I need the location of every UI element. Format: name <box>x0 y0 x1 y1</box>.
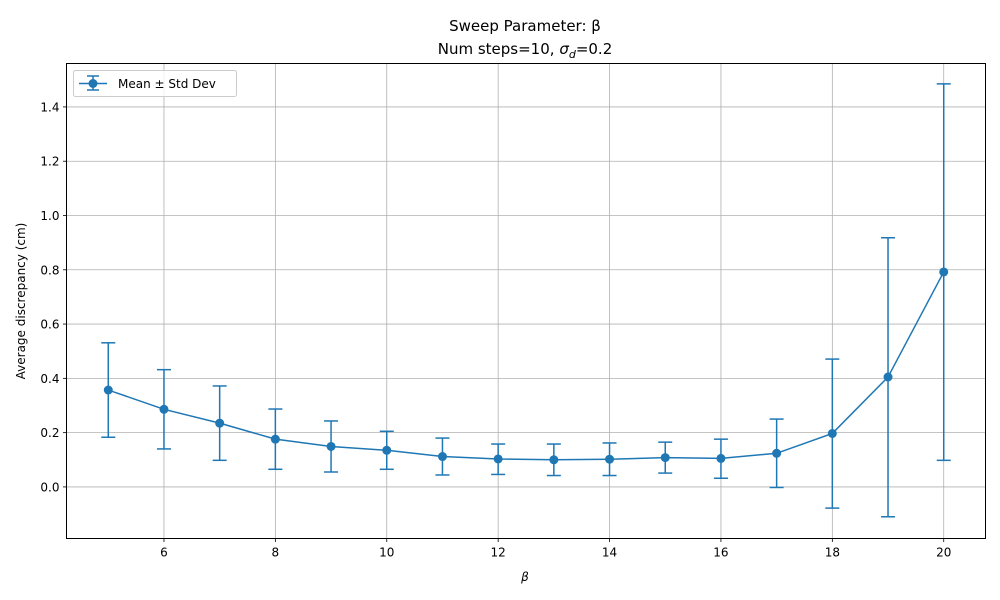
chart-title: Sweep Parameter: β <box>449 17 601 35</box>
data-point-marker <box>270 434 280 444</box>
data-point-marker <box>493 454 503 464</box>
x-tick-label: 8 <box>272 546 280 560</box>
x-axis-label: β <box>520 570 529 584</box>
y-tick-label: 0.2 <box>40 426 59 440</box>
data-point-marker <box>660 453 670 463</box>
x-tick-label: 6 <box>160 546 168 560</box>
legend: Mean ± Std Dev <box>73 70 237 97</box>
data-point-marker <box>103 385 113 395</box>
x-tick-label: 12 <box>491 546 506 560</box>
chart-subtitle: Num steps=10, σd=0.2 <box>438 40 613 61</box>
grid-lines <box>66 63 986 539</box>
data-point-marker <box>716 453 726 463</box>
legend-label: Mean ± Std Dev <box>118 77 216 91</box>
mean-line <box>108 271 945 461</box>
data-point-marker <box>772 448 782 458</box>
y-tick-label: 0.4 <box>40 372 59 386</box>
y-tick-label: 1.4 <box>40 100 59 114</box>
y-axis-ticks: 0.0 0.2 0.4 0.6 0.8 1.0 1.2 1.4 <box>40 100 67 494</box>
data-point-marker <box>939 267 949 277</box>
legend-errorbar-marker-icon <box>79 75 107 91</box>
data-point-marker <box>382 445 392 455</box>
x-tick-label: 10 <box>379 546 394 560</box>
x-tick-label: 18 <box>825 546 840 560</box>
y-axis-label: Average discrepancy (cm) <box>14 223 28 380</box>
legend-box <box>73 70 237 97</box>
x-axis-ticks: 6 8 10 12 14 16 18 20 <box>160 538 951 560</box>
data-series <box>101 83 951 518</box>
data-point-marker <box>215 418 225 428</box>
y-tick-label: 0.0 <box>40 480 59 494</box>
data-point-marker <box>827 428 837 438</box>
data-point-marker <box>549 455 559 465</box>
y-tick-label: 1.2 <box>40 155 59 169</box>
data-point-marker <box>326 441 336 451</box>
data-point-marker <box>883 372 893 382</box>
y-tick-label: 0.8 <box>40 263 59 277</box>
data-point-marker <box>437 452 447 462</box>
data-point-marker <box>605 454 615 464</box>
data-point-marker <box>159 404 169 414</box>
x-tick-label: 16 <box>713 546 728 560</box>
x-tick-label: 20 <box>936 546 951 560</box>
plot-frame <box>66 63 986 539</box>
y-tick-label: 1.0 <box>40 209 59 223</box>
y-tick-label: 0.6 <box>40 318 59 332</box>
x-tick-label: 14 <box>602 546 617 560</box>
